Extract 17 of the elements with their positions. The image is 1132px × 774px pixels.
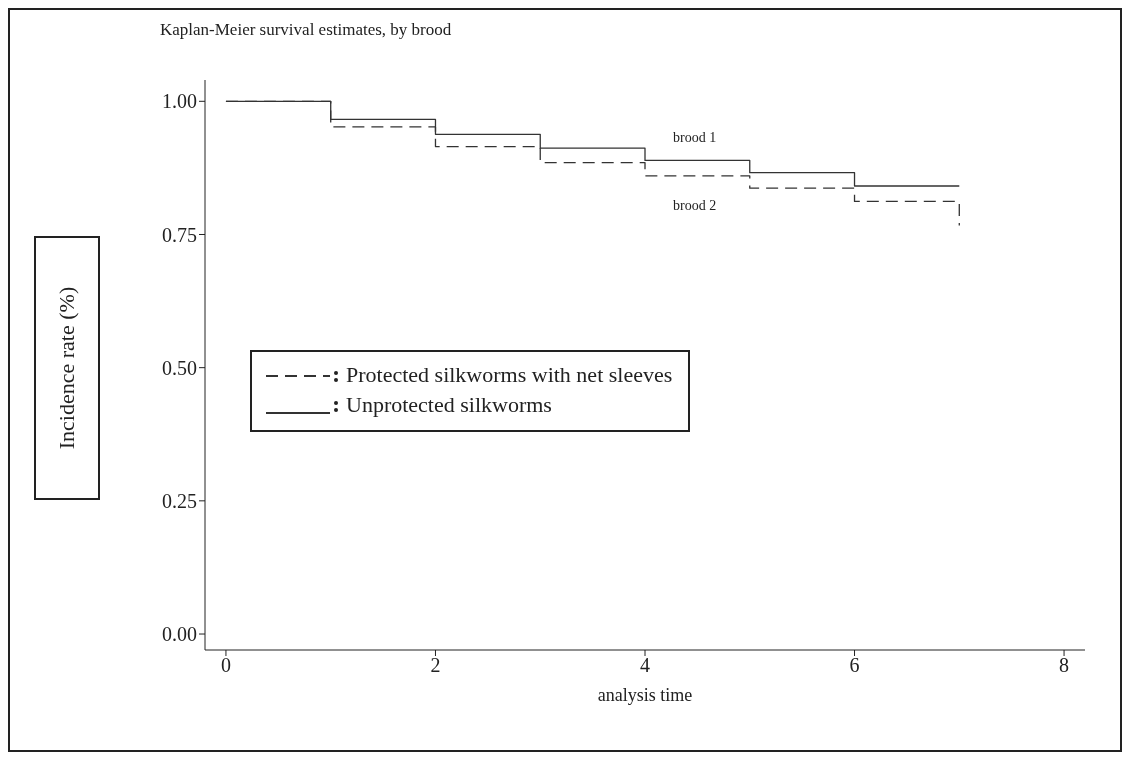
x-tick-label: 4	[640, 654, 650, 677]
annotation: brood 2	[673, 198, 717, 214]
y-tick-label: 0.75	[162, 223, 197, 246]
y-axis-title: Incidence rate (%)	[54, 286, 80, 449]
x-tick-label: 2	[430, 654, 441, 677]
y-tick-label: 1.00	[162, 90, 197, 113]
chart-title: Kaplan-Meier survival estimates, by brood	[160, 20, 452, 40]
y-tick-label: 0.00	[162, 623, 197, 646]
legend-label: Protected silkworms with net sleeves	[346, 360, 673, 389]
legend-label: Unprotected silkworms	[346, 390, 552, 419]
x-tick-label: 6	[849, 654, 860, 677]
y-tick-label: 0.25	[162, 489, 197, 512]
x-tick-label: 0	[220, 654, 231, 677]
annotation: brood 1	[673, 130, 717, 146]
y-tick-label: 0.50	[162, 356, 197, 379]
x-axis-title: analysis time	[597, 684, 693, 705]
x-tick-label: 8	[1059, 654, 1070, 677]
